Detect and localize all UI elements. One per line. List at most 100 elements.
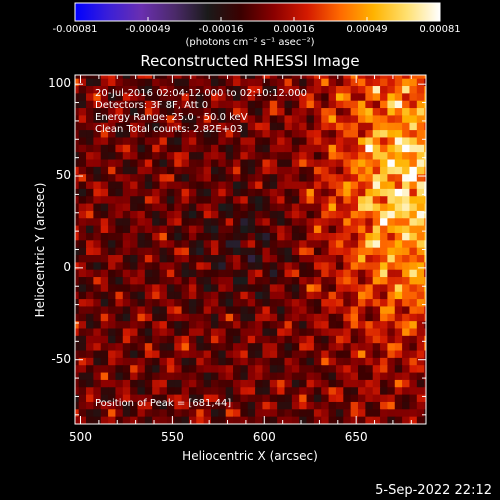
heatmap-cell [196, 387, 205, 396]
heatmap-cell [335, 144, 344, 153]
heatmap-cell [100, 203, 109, 212]
heatmap-cell [299, 401, 308, 410]
heatmap-cell [269, 350, 278, 359]
heatmap-cell [380, 144, 389, 153]
heatmap-cell [402, 269, 411, 278]
heatmap-cell [240, 379, 249, 388]
heatmap-cell [409, 196, 418, 205]
heatmap-cell [262, 159, 271, 168]
heatmap-cell [240, 86, 249, 94]
heatmap-cell [284, 225, 293, 234]
heatmap-cell [196, 343, 205, 352]
heatmap-cell [424, 166, 426, 175]
heatmap-cell [372, 313, 381, 322]
heatmap-cell [196, 321, 205, 330]
heatmap-cell [321, 75, 330, 80]
heatmap-cell [93, 357, 102, 366]
heatmap-cell [313, 181, 322, 190]
heatmap-cell [137, 343, 146, 352]
heatmap-cell [328, 130, 337, 139]
heatmap-cell [174, 387, 183, 396]
heatmap-cell [409, 313, 418, 322]
heatmap-cell [166, 181, 175, 190]
heatmap-cell [225, 130, 234, 139]
heatmap-cell [372, 232, 381, 241]
heatmap-cell [130, 394, 139, 403]
heatmap-cell [416, 159, 425, 168]
heatmap-cell [130, 291, 139, 300]
heatmap-cell [335, 225, 344, 234]
heatmap-cell [100, 137, 109, 146]
heatmap-cell [233, 269, 241, 278]
heatmap-cell [225, 247, 234, 256]
heatmap-cell [122, 100, 131, 109]
heatmap-cell [86, 379, 94, 388]
heatmap-cell [218, 232, 227, 241]
heatmap-cell [159, 115, 168, 124]
heatmap-cell [402, 401, 411, 410]
heatmap-cell [166, 122, 175, 131]
heatmap-cell [409, 277, 418, 285]
heatmap-cell [387, 159, 396, 168]
heatmap-cell [93, 321, 102, 330]
heatmap-cell [255, 196, 264, 205]
heatmap-cell [284, 321, 293, 330]
heatmap-cell [75, 379, 80, 388]
heatmap-cell [174, 240, 183, 249]
heatmap-cell [210, 328, 219, 337]
heatmap-cell [218, 357, 227, 366]
heatmap-cell [100, 181, 109, 190]
heatmap-cell [335, 409, 344, 418]
heatmap-cell [380, 108, 389, 117]
heatmap-cell [291, 108, 300, 117]
heatmap-cell [210, 152, 219, 161]
heatmap-cell [196, 350, 205, 359]
heatmap-cell [226, 424, 234, 432]
heatmap-cell [306, 379, 315, 388]
heatmap-cell [387, 357, 396, 366]
heatmap-cell [203, 152, 212, 161]
heatmap-cell [137, 115, 146, 124]
heatmap-cell [181, 255, 190, 263]
heatmap-cell [174, 203, 183, 212]
heatmap-cell [277, 108, 286, 117]
heatmap-cell [130, 424, 138, 432]
heatmap-cell [174, 328, 183, 337]
heatmap-cell [409, 328, 418, 337]
heatmap-cell [159, 401, 168, 410]
heatmap-cell [137, 188, 146, 197]
heatmap-cell [93, 218, 102, 227]
heatmap-cell [409, 122, 418, 131]
heatmap-cell [328, 321, 337, 330]
heatmap-cell [181, 416, 190, 424]
heatmap-cell [166, 225, 175, 234]
heatmap-cell [137, 130, 146, 139]
heatmap-cell [174, 225, 183, 234]
heatmap-cell [210, 313, 219, 322]
heatmap-cell [233, 372, 241, 381]
heatmap-cell [387, 255, 396, 263]
heatmap-cell [350, 93, 359, 102]
heatmap-cell [86, 255, 94, 263]
heatmap-cell [152, 225, 161, 234]
x-tick-label: 600 [252, 430, 276, 444]
heatmap-cell [277, 269, 286, 278]
heatmap-cell [203, 137, 212, 146]
heatmap-cell [335, 203, 344, 212]
heatmap-cell [328, 335, 337, 344]
heatmap-cell [299, 122, 308, 131]
heatmap-cell [416, 277, 425, 285]
heatmap-cell [416, 372, 425, 381]
heatmap-cell [291, 284, 300, 293]
heatmap-cell [159, 210, 168, 219]
heatmap-cell [108, 365, 117, 374]
heatmap-cell [137, 350, 146, 359]
heatmap-cell [196, 152, 205, 161]
heatmap-cell [122, 75, 131, 80]
heatmap-cell [269, 255, 278, 263]
heatmap-cell [306, 262, 315, 271]
heatmap-cell [86, 115, 94, 124]
heatmap-cell [299, 372, 308, 381]
heatmap-cell [416, 291, 425, 300]
heatmap-cell [166, 166, 175, 175]
